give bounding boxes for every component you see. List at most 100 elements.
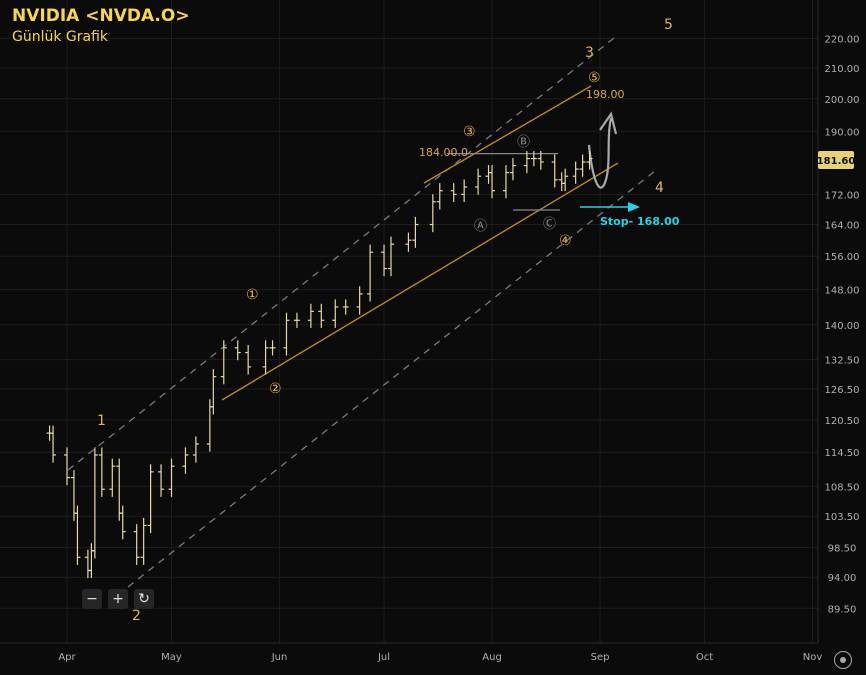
reset-zoom-button[interactable]: ↻ (134, 589, 154, 609)
settings-gear-icon[interactable] (834, 651, 852, 669)
y-tick-label: 220.00 (825, 34, 860, 45)
chart-title: NVIDIA <NVDA.O> (12, 6, 190, 26)
price-bar (436, 183, 443, 210)
x-tick-label: Apr (58, 652, 76, 663)
price-bar (88, 543, 95, 579)
price-bar (367, 244, 374, 302)
wave-label-1: 1 (97, 413, 106, 429)
price-bar (283, 312, 290, 356)
price-bar (356, 286, 363, 315)
price-bar (562, 168, 569, 192)
price-bar (537, 150, 544, 170)
price-bar (119, 505, 126, 540)
price-bar (133, 524, 140, 565)
price-bar (245, 344, 252, 375)
price-bar (530, 150, 537, 167)
zoom-controls: − + ↻ (82, 589, 154, 609)
zoom-out-button[interactable]: − (82, 589, 102, 609)
price-bar (84, 549, 91, 579)
price-bar (50, 425, 57, 463)
y-tick-label: 120.50 (825, 416, 860, 427)
y-tick-label: 108.50 (825, 482, 860, 493)
price-bar (269, 340, 276, 356)
resistance-trendline (423, 85, 592, 184)
wave-label-circle-2: ② (269, 381, 282, 397)
price-bar (429, 194, 436, 233)
price-bar (318, 303, 325, 328)
price-bar (74, 505, 81, 565)
price-bar (168, 458, 175, 497)
x-tick-label: Jun (271, 652, 288, 663)
price-bar (293, 312, 300, 328)
price-bar (558, 172, 565, 192)
last-price-badge (818, 150, 854, 169)
price-bar (220, 340, 227, 385)
price-bar (210, 369, 217, 415)
y-tick-label: 94.00 (828, 573, 857, 584)
stop-arrow-head (628, 202, 640, 212)
x-tick-label: Aug (482, 652, 502, 663)
wave-label-circle-3: ③ (463, 124, 476, 140)
price-bar (579, 154, 586, 177)
upper-channel-dashed (67, 37, 615, 471)
x-tick-label: Nov (803, 652, 823, 663)
price-bar (158, 464, 165, 497)
price-bar (140, 517, 147, 565)
price-bar (109, 458, 116, 497)
price-bar (98, 447, 105, 497)
wave-label-circle-4: ④ (559, 233, 572, 249)
y-tick-label: 98.50 (828, 544, 857, 555)
price-bar (388, 236, 394, 277)
price-bar (489, 165, 496, 199)
price-bar (523, 150, 530, 174)
zoom-in-button[interactable]: + (108, 589, 128, 609)
projection-arrow-head (599, 111, 618, 135)
wave-label-b: Ⓑ (517, 135, 530, 150)
price-bar (461, 179, 468, 203)
y-tick-label: 200.00 (825, 95, 860, 106)
wave-label-circle-1: ① (246, 287, 259, 303)
price-bar (307, 303, 314, 328)
price-bar (147, 464, 154, 534)
chart-subtitle: Günlük Grafik (12, 29, 109, 45)
price-bar (450, 183, 457, 203)
price-bar (381, 244, 388, 277)
y-tick-label: 126.50 (825, 385, 860, 396)
price-bar (64, 447, 70, 486)
stop-label: Stop- 168.00 (600, 215, 680, 228)
x-tick-label: Sep (591, 652, 610, 663)
wave-label-4: 4 (655, 180, 664, 196)
last-price-label: 181.60 (817, 156, 856, 167)
price-bar (332, 299, 339, 328)
y-tick-label: 114.50 (825, 448, 860, 459)
wave-label-circle-5: ⑤ (588, 70, 601, 86)
price-bar (182, 447, 189, 474)
y-tick-label: 172.00 (825, 190, 860, 201)
price-bar (572, 161, 579, 184)
y-tick-label: 89.50 (828, 604, 857, 615)
price-bar (405, 232, 412, 252)
lower-channel-dashed (127, 170, 656, 588)
projection-arrow (587, 117, 613, 189)
price-bar (262, 340, 269, 375)
wave-label-3: 3 (585, 45, 594, 61)
x-tick-label: Jul (377, 652, 390, 663)
price-bar (342, 299, 349, 315)
price-bar (91, 447, 98, 559)
x-tick-label: Oct (696, 652, 713, 663)
y-tick-label: 164.00 (825, 221, 860, 232)
level-198-label: 198.00 (586, 88, 625, 101)
x-tick-label: May (161, 652, 182, 663)
price-bar (192, 436, 199, 463)
price-bar (234, 340, 241, 361)
price-bar (586, 150, 593, 170)
price-bar (412, 216, 419, 248)
y-tick-label: 148.00 (825, 286, 860, 297)
price-bar (116, 458, 123, 521)
price-bar (475, 168, 482, 195)
support-trendline (221, 162, 619, 401)
y-tick-label: 210.00 (825, 64, 860, 75)
wave-label-a: Ⓐ (474, 219, 487, 234)
price-bar (551, 154, 558, 188)
